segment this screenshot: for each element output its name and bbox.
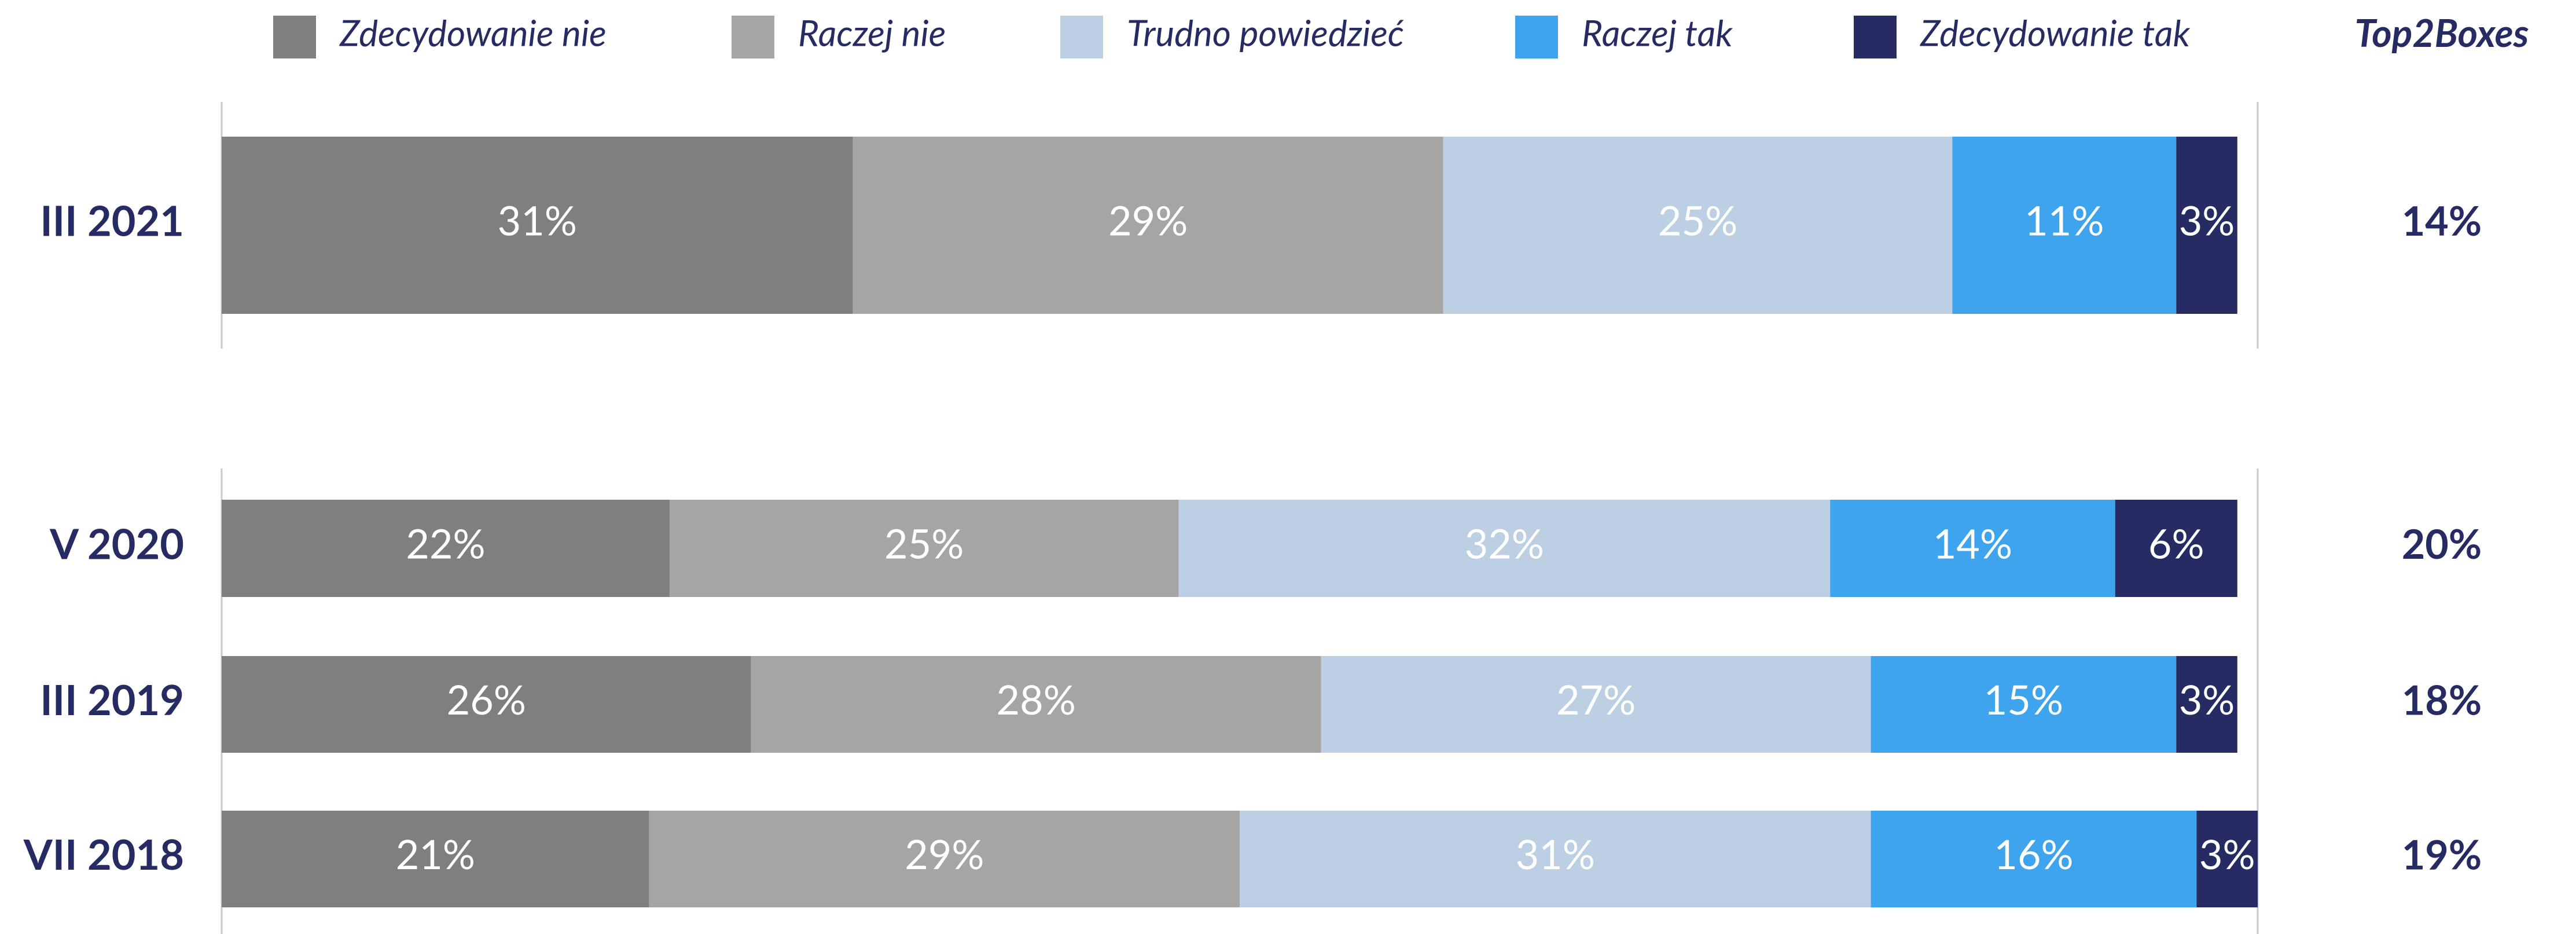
- data-label: 3%: [2199, 829, 2255, 878]
- data-label: 31%: [498, 196, 577, 244]
- data-label: 15%: [1984, 675, 2063, 723]
- data-label: 14%: [1933, 519, 2012, 567]
- data-label: 3%: [2179, 196, 2235, 244]
- data-label: 29%: [905, 829, 984, 878]
- legend-swatch: [1515, 16, 1558, 58]
- bar-segment: [852, 137, 1443, 314]
- data-label: 28%: [997, 675, 1076, 723]
- bar-segment: [649, 811, 1240, 907]
- bar-segment: [669, 500, 1179, 597]
- data-label: 25%: [1658, 196, 1737, 244]
- data-label: 16%: [1994, 829, 2073, 878]
- legend-label: Raczej tak: [1582, 12, 1733, 54]
- bar-segment: [2196, 811, 2258, 907]
- bar-segment: [751, 656, 1321, 753]
- y-tick-label: VII 2018: [23, 829, 184, 879]
- legend-label: Zdecydowanie nie: [339, 12, 607, 54]
- bar-segment: [222, 811, 649, 907]
- data-label: 3%: [2179, 675, 2235, 723]
- top2boxes-value: 14%: [2402, 196, 2482, 244]
- bar-segment: [222, 656, 751, 753]
- bar-segment: [1871, 656, 2177, 753]
- bar-segment: [1443, 137, 1953, 314]
- data-label: 6%: [2148, 519, 2204, 567]
- legend-label: Zdecydowanie tak: [1920, 12, 2191, 54]
- data-label: 29%: [1108, 196, 1188, 244]
- data-label: 26%: [447, 675, 526, 723]
- bar-segment: [1178, 500, 1831, 597]
- legend-swatch: [732, 16, 774, 58]
- data-label: 32%: [1465, 519, 1544, 567]
- legend-swatch: [1060, 16, 1103, 58]
- data-label: 22%: [406, 519, 485, 567]
- legend-label: Trudno powiedzieć: [1127, 12, 1404, 54]
- data-label: 21%: [396, 829, 475, 878]
- bar-segment: [1321, 656, 1871, 753]
- bar-segment: [1871, 811, 2197, 907]
- legend-swatch: [1854, 16, 1897, 58]
- bar-segment: [1830, 500, 2115, 597]
- bar-segment: [2115, 500, 2237, 597]
- bar-segment: [1952, 137, 2177, 314]
- data-label: 31%: [1516, 829, 1595, 878]
- top2boxes-value: 18%: [2402, 675, 2482, 723]
- top2boxes-value: 20%: [2402, 519, 2482, 567]
- top2boxes-value: 19%: [2402, 829, 2482, 878]
- data-label: 11%: [2024, 196, 2104, 244]
- y-tick-label: III 2019: [40, 675, 184, 724]
- bar-segment: [222, 500, 670, 597]
- bar-segment: [2176, 137, 2237, 314]
- bar-segment: [1240, 811, 1871, 907]
- data-label: 25%: [884, 519, 964, 567]
- legend-swatch: [273, 16, 316, 58]
- data-label: 27%: [1556, 675, 1636, 723]
- column-title: Top2Boxes: [2355, 10, 2529, 56]
- y-tick-label: V 2020: [49, 518, 184, 568]
- y-tick-label: III 2021: [40, 195, 184, 245]
- bar-segment: [2176, 656, 2237, 753]
- legend-label: Raczej nie: [798, 12, 946, 54]
- bar-segment: [222, 137, 853, 314]
